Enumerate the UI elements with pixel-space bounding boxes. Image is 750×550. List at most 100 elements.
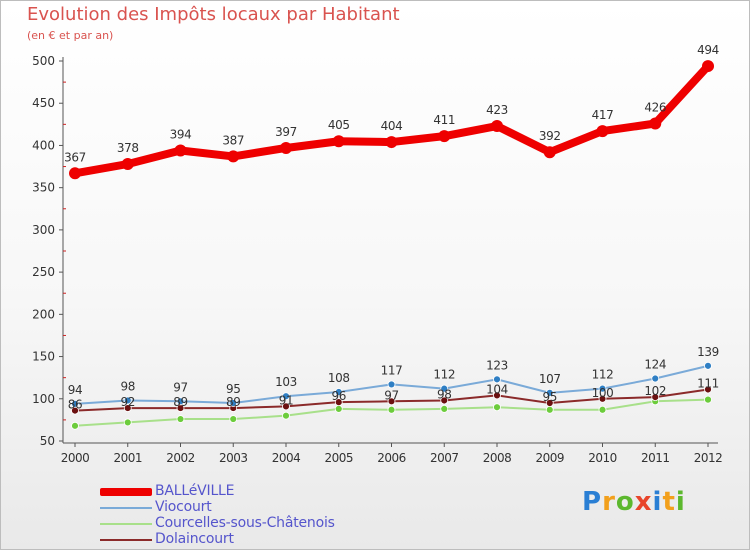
- series-point-3: [334, 398, 343, 407]
- data-label: 387: [222, 133, 244, 147]
- data-label: 98: [121, 379, 135, 393]
- legend-label-courcelles: Courcelles-sous-Châtenois: [155, 515, 335, 531]
- y-tick-label: 150: [32, 350, 55, 364]
- series-point-3: [704, 385, 712, 394]
- series-point-2: [176, 415, 185, 423]
- proxiti-logo: Proxiti: [582, 487, 686, 517]
- data-label: 97: [384, 388, 398, 402]
- x-tick-label: 2007: [430, 451, 459, 465]
- series-point-2: [229, 415, 238, 423]
- data-label: 139: [697, 345, 719, 359]
- series-point-0: [438, 130, 451, 143]
- data-label: 404: [381, 119, 403, 133]
- y-tick-label: 400: [32, 138, 55, 152]
- legend-swatch-courcelles: [100, 523, 152, 525]
- legend-label-balleville: BALLéVILLE: [155, 483, 235, 499]
- x-tick-label: 2009: [535, 451, 564, 465]
- series-point-1: [704, 361, 712, 370]
- series-point-3: [493, 391, 501, 400]
- x-tick-label: 2012: [694, 451, 723, 465]
- series-point-0: [543, 146, 556, 159]
- data-label: 96: [332, 389, 346, 403]
- legend-swatch-balleville: [100, 488, 152, 496]
- data-label: 108: [328, 371, 350, 385]
- data-label: 417: [592, 108, 614, 122]
- series-point-2: [704, 395, 712, 404]
- legend: BALLéVILLE Viocourt Courcelles-sous-Chât…: [100, 483, 400, 548]
- line-chart: 50 100 150 200 250 300 350 400 450 500 2000 2001 200…: [32, 43, 723, 465]
- data-label: 117: [381, 363, 403, 377]
- data-label: 394: [170, 128, 192, 142]
- series-point-0: [121, 158, 134, 171]
- series-point-1: [229, 399, 238, 407]
- series-point-1: [123, 396, 132, 405]
- series-point-0: [491, 120, 503, 133]
- data-label: 95: [543, 390, 557, 404]
- series-point-0: [280, 141, 292, 154]
- series-point-1: [176, 397, 185, 406]
- series-point-1: [282, 392, 290, 401]
- data-label: 392: [539, 129, 561, 143]
- series-point-3: [598, 394, 607, 403]
- y-tick-label: 100: [32, 392, 55, 406]
- y-tick-label: 300: [32, 223, 55, 237]
- series-point-1: [545, 388, 554, 397]
- series-point-2: [545, 405, 554, 414]
- data-label: 95: [226, 382, 240, 396]
- data-label: 104: [486, 382, 508, 396]
- data-label: 494: [697, 43, 719, 57]
- data-label: 92: [121, 395, 135, 409]
- data-label: 103: [275, 375, 297, 389]
- data-label: 91: [279, 393, 293, 407]
- series-point-0: [649, 117, 662, 130]
- legend-item-viocourt: Viocourt: [100, 499, 400, 516]
- legend-item-balleville: BALLéVILLE: [100, 483, 400, 500]
- chart-title: Evolution des Impôts locaux par Habitant: [27, 4, 400, 25]
- y-tick-label: 250: [32, 265, 55, 279]
- data-label: 124: [644, 358, 666, 372]
- x-tick-label: 2008: [483, 451, 512, 465]
- data-label: 97: [173, 380, 187, 394]
- series-point-2: [282, 411, 290, 420]
- data-label: 94: [68, 383, 82, 397]
- series-point-1: [387, 380, 396, 389]
- series-point-2: [440, 405, 449, 413]
- x-tick-label: 2005: [324, 451, 353, 465]
- series-point-3: [440, 396, 449, 405]
- data-label: 102: [644, 384, 666, 398]
- legend-label-viocourt: Viocourt: [155, 499, 212, 515]
- y-tick-label: 200: [32, 307, 55, 321]
- data-label: 367: [64, 150, 86, 164]
- legend-swatch-viocourt: [100, 507, 152, 509]
- series-point-3: [387, 397, 396, 406]
- data-label: 426: [644, 100, 666, 114]
- x-tick-label: 2004: [272, 451, 301, 465]
- series-point-2: [387, 405, 396, 414]
- series-point-2: [123, 418, 132, 427]
- data-label: 112: [592, 368, 614, 382]
- data-label: 405: [328, 118, 350, 132]
- series-point-3: [123, 404, 132, 412]
- series-point-1: [71, 399, 79, 408]
- x-tick-label: 2001: [113, 451, 142, 465]
- series-point-2: [334, 405, 343, 413]
- data-label: 378: [117, 141, 139, 155]
- data-label: 98: [437, 387, 451, 401]
- series-point-3: [651, 393, 660, 401]
- series-point-1: [493, 375, 501, 384]
- x-tick-label: 2000: [61, 451, 90, 465]
- series-point-3: [282, 402, 290, 411]
- y-tick-label: 450: [32, 96, 55, 110]
- y-tick-label: 50: [40, 434, 55, 448]
- series-point-1: [651, 374, 660, 383]
- x-tick-label: 2002: [166, 451, 195, 465]
- series-point-0: [385, 136, 398, 149]
- x-tick-label: 2003: [219, 451, 248, 465]
- series-point-3: [545, 399, 554, 407]
- series-point-0: [69, 167, 81, 180]
- legend-swatch-dolaincourt: [100, 539, 152, 541]
- data-label: 411: [433, 113, 455, 127]
- data-label: 423: [486, 103, 508, 117]
- series-point-1: [334, 388, 343, 396]
